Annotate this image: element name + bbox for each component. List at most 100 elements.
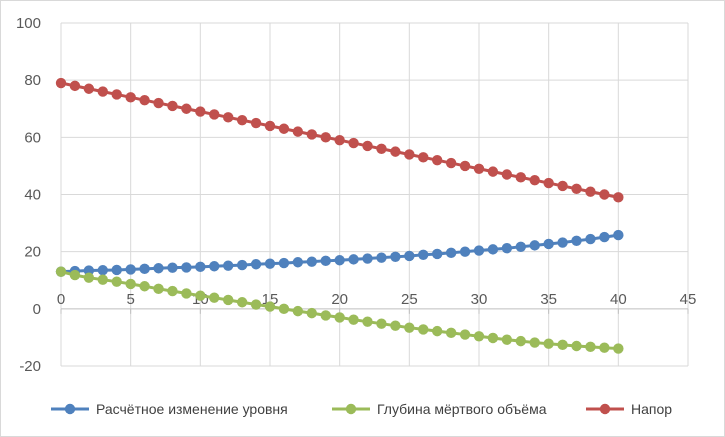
- data-point: [418, 152, 429, 163]
- data-point: [459, 329, 471, 340]
- data-point: [334, 255, 345, 266]
- data-point: [529, 175, 540, 186]
- data-point: [195, 106, 206, 117]
- data-point: [418, 249, 429, 261]
- data-point: [487, 166, 499, 177]
- y-tick-label: 40: [24, 187, 41, 204]
- legend-marker: [64, 403, 76, 415]
- data-point: [515, 335, 526, 347]
- data-point: [292, 126, 304, 137]
- data-point: [55, 77, 67, 89]
- legend-entry: Напор: [586, 401, 672, 417]
- data-point: [250, 259, 262, 270]
- data-point: [390, 146, 401, 157]
- x-tick-label: 20: [331, 291, 348, 308]
- data-point: [571, 183, 582, 194]
- series-group: [55, 77, 624, 354]
- x-tick-label: 25: [401, 291, 418, 308]
- data-point: [334, 312, 345, 323]
- data-point: [236, 297, 248, 308]
- data-point: [223, 294, 234, 306]
- y-tick-label: 80: [24, 72, 41, 89]
- data-point: [97, 265, 109, 276]
- data-point: [111, 264, 122, 276]
- data-point: [55, 266, 67, 277]
- data-point: [376, 252, 387, 263]
- data-point: [473, 163, 485, 174]
- data-point: [292, 257, 304, 268]
- data-point: [501, 243, 513, 254]
- data-point: [153, 263, 164, 274]
- data-point: [306, 256, 317, 267]
- data-point: [125, 92, 136, 103]
- data-point: [209, 292, 220, 303]
- y-tick-label: 0: [33, 301, 41, 318]
- data-point: [195, 261, 206, 273]
- x-tick-label: 5: [126, 291, 134, 308]
- data-point: [404, 322, 415, 333]
- data-point: [585, 186, 596, 197]
- data-point: [432, 325, 443, 337]
- data-point: [487, 332, 499, 344]
- data-point: [571, 235, 582, 247]
- data-point: [320, 132, 331, 143]
- data-point: [557, 237, 568, 248]
- x-tick-label: 35: [540, 291, 557, 308]
- data-point: [543, 238, 554, 250]
- data-point: [334, 134, 345, 146]
- data-point: [362, 140, 373, 152]
- data-point: [585, 341, 596, 353]
- y-tick-label: -20: [19, 358, 41, 375]
- data-point: [487, 244, 499, 255]
- data-point: [529, 240, 540, 251]
- data-point: [585, 233, 596, 245]
- data-point: [529, 337, 540, 348]
- data-point: [223, 260, 234, 271]
- legend: Расчётное изменение уровня Глубина мёртво…: [51, 401, 672, 417]
- data-point: [223, 112, 234, 123]
- data-point: [97, 86, 109, 97]
- data-point: [83, 265, 95, 276]
- data-point: [390, 251, 401, 263]
- data-point: [139, 281, 150, 292]
- data-point: [515, 241, 526, 253]
- data-point: [459, 246, 471, 257]
- legend-marker: [345, 403, 357, 415]
- data-point: [250, 117, 262, 129]
- data-point: [320, 310, 331, 321]
- data-point: [236, 114, 248, 126]
- data-point: [543, 177, 554, 189]
- data-point: [599, 342, 610, 353]
- data-point: [69, 269, 81, 281]
- data-point: [167, 285, 178, 297]
- data-point: [167, 100, 178, 112]
- data-point: [167, 262, 178, 273]
- y-axis-ticks: -20 0 20 40 60 80 100: [16, 15, 41, 375]
- data-point: [181, 262, 192, 273]
- data-point: [459, 160, 471, 172]
- data-point: [376, 143, 387, 154]
- data-point: [571, 340, 582, 352]
- legend-entry: Глубина мёртвого объёма: [332, 401, 547, 417]
- data-point: [264, 258, 276, 269]
- data-point: [557, 339, 568, 351]
- data-point: [445, 247, 457, 259]
- data-point: [613, 343, 624, 354]
- data-point: [432, 248, 443, 260]
- series-1: [55, 266, 624, 354]
- data-point: [209, 261, 220, 272]
- data-point: [362, 253, 373, 264]
- data-point: [306, 129, 317, 140]
- data-point: [348, 314, 359, 325]
- data-point: [404, 149, 415, 160]
- data-point: [362, 316, 373, 327]
- y-tick-label: 60: [24, 129, 41, 146]
- data-point: [139, 263, 150, 275]
- data-point: [306, 307, 317, 319]
- data-point: [501, 334, 513, 345]
- data-point: [125, 264, 136, 275]
- data-point: [181, 103, 192, 114]
- data-point: [292, 305, 304, 317]
